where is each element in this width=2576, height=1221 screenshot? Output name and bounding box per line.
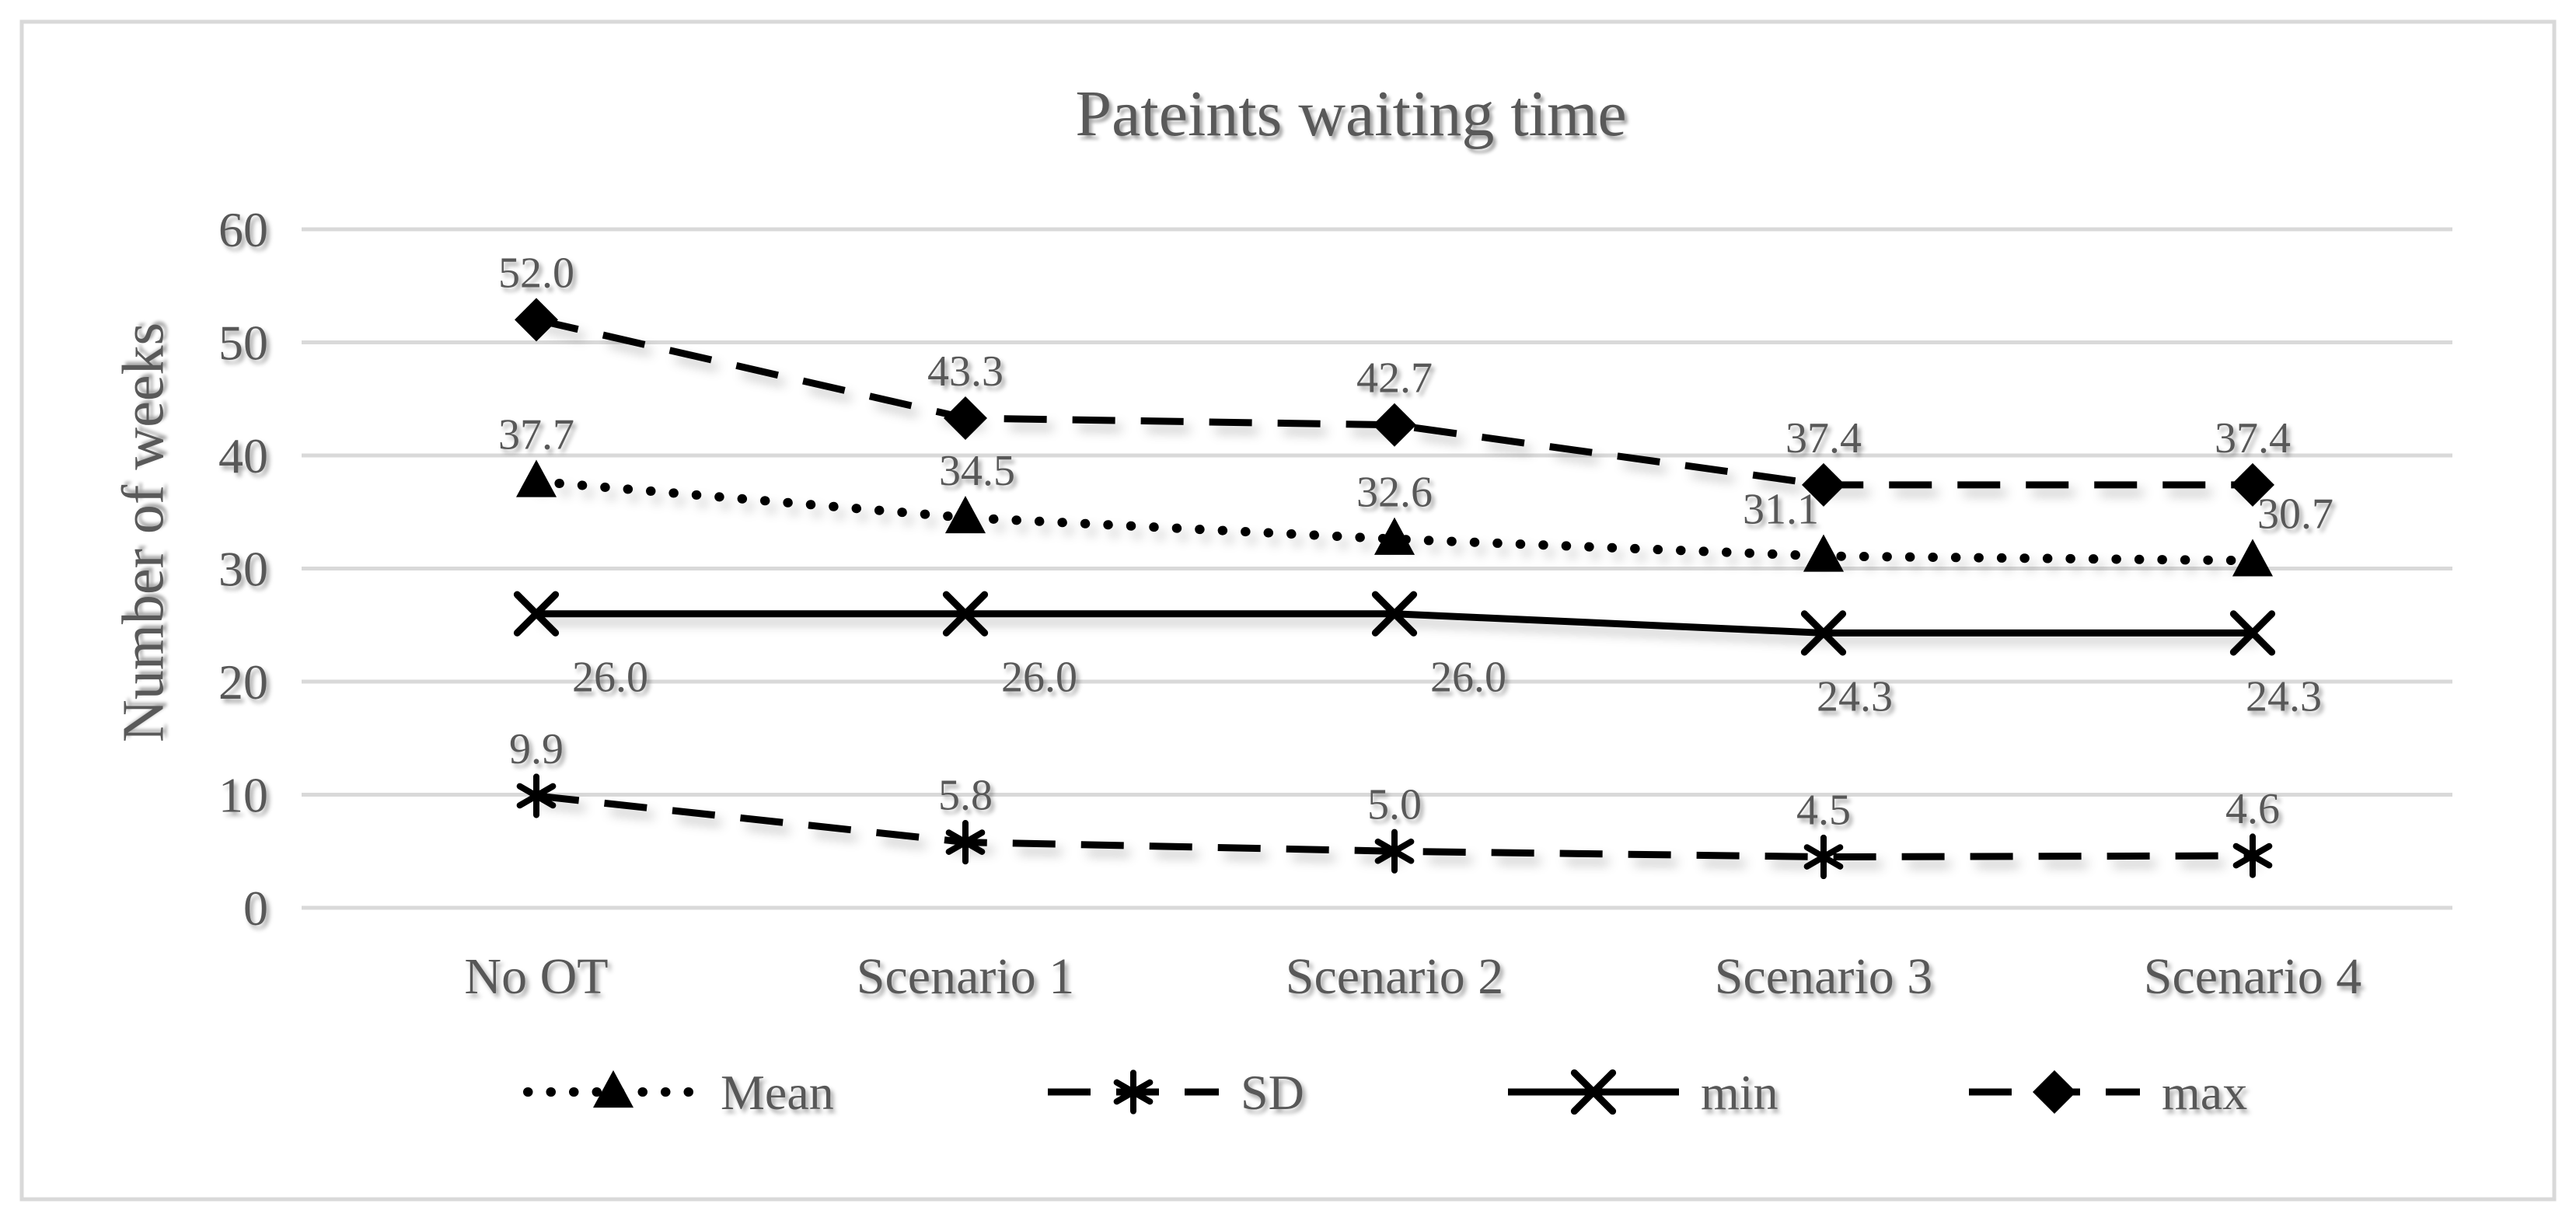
data-label: 26.0 [1430,654,1506,702]
asterisk-marker [2232,833,2273,878]
data-label: 30.7 [2257,490,2333,538]
triangle-marker [515,459,557,497]
triangle-marker [2232,539,2274,577]
asterisk-marker [945,819,986,865]
x-category-label: Scenario 1 [857,948,1074,1005]
diamond-marker [515,298,558,342]
gridlines [302,227,2452,910]
y-tick-label: 60 [218,202,268,257]
data-label: 4.5 [1796,787,1851,835]
x-category-label: Scenario 3 [1715,948,1932,1005]
legend-item-max: max [1969,1065,2247,1120]
asterisk-marker [1113,1069,1154,1115]
triangle-marker [1803,534,1845,572]
data-label: 32.6 [1356,469,1433,517]
y-tick-label: 0 [243,881,268,936]
triangle-marker [592,1070,634,1108]
data-label: 4.6 [2225,785,2280,833]
data-label: 5.0 [1367,780,1422,829]
x-marker [942,591,989,637]
data-label: 31.1 [1743,485,1819,533]
series-line-max [535,316,2253,489]
data-label: 26.0 [572,654,648,702]
y-tick-label: 20 [218,654,268,710]
x-marker [2229,610,2276,656]
diamond-marker [1802,462,1845,507]
data-label: 24.3 [1817,672,1893,720]
diamond-marker [2231,462,2274,507]
diamond-marker [2033,1070,2076,1114]
x-marker [1371,591,1418,637]
data-label: 5.8 [938,772,993,820]
data-label: 9.9 [509,725,564,773]
triangle-marker [944,496,986,534]
data-label: 34.5 [939,447,1015,495]
data-label: 26.0 [1001,654,1077,702]
asterisk-marker [1803,834,1844,880]
x-category-label: Scenario 4 [2144,948,2361,1005]
x-category-label: Scenario 2 [1286,948,1503,1005]
y-tick-label: 50 [218,316,268,371]
y-tick-label: 40 [218,428,268,483]
legend-item-Mean: Mean [523,1065,834,1120]
legend-label: max [2162,1065,2247,1120]
data-label: 24.3 [2246,672,2322,720]
legend-item-SD: SD [1048,1065,1304,1120]
x-marker [513,591,560,637]
data-label: 37.4 [1785,414,1862,462]
x-marker [1800,610,1847,656]
diamond-marker [1373,403,1416,447]
data-label: 42.7 [1356,354,1433,403]
data-label: 43.3 [927,347,1004,396]
chart-title: Pateints waiting time [1075,78,1627,150]
legend-label: SD [1241,1065,1304,1120]
triangle-marker [1374,517,1415,555]
asterisk-marker [1374,829,1415,874]
x-category-label: No OT [464,948,608,1005]
legend-item-min: min [1508,1065,1778,1120]
axis-labels: 60 50 40 30 20 10 0 No OT Scenario 1 Scenario 2 Sc… [218,202,2361,1005]
legend: Mean SD min max [523,1065,2247,1120]
data-label: 52.0 [498,249,574,297]
data-labels: 37.7 34.5 32.6 31.1 30.7 9.9 5.8 5.0 4.5 4.6 26.0 2… [498,249,2333,834]
y-tick-label: 30 [218,542,268,597]
diamond-marker [944,396,987,440]
x-marker [1570,1069,1617,1115]
outer-border [19,19,2557,1202]
data-label: 37.4 [2215,414,2291,462]
chart-border [19,19,2557,1202]
y-tick-label: 10 [218,768,268,823]
data-label: 37.7 [498,410,574,459]
series-markers [513,298,2276,880]
legend-label: min [1701,1065,1778,1120]
legend-label: Mean [721,1065,834,1120]
asterisk-marker [516,773,557,818]
